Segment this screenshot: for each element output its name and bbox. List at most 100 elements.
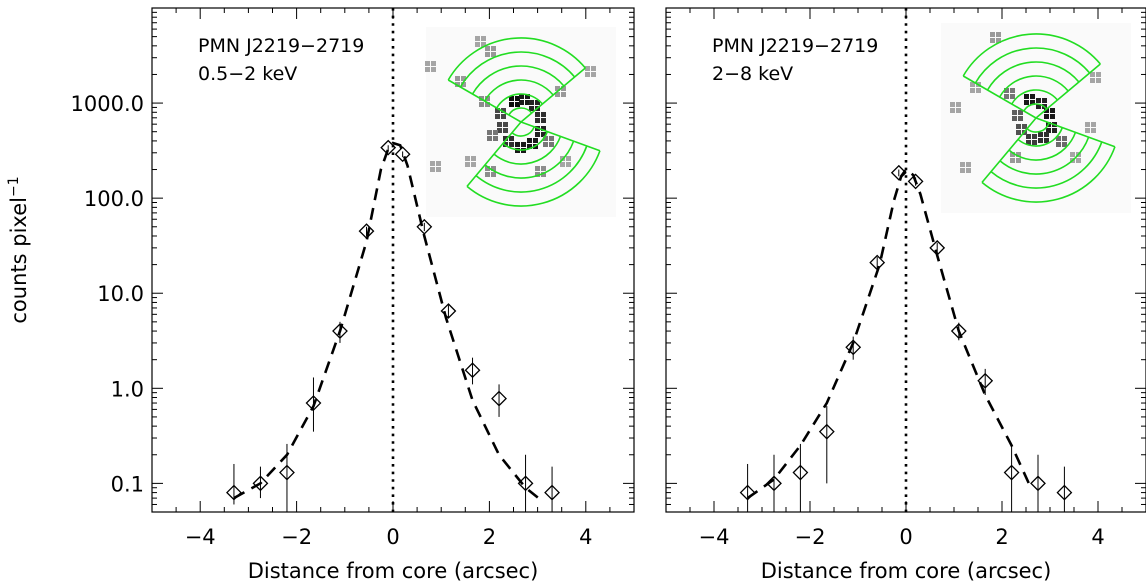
inset-pixel xyxy=(541,166,546,171)
inset-pixel xyxy=(485,96,490,101)
inset-pixel xyxy=(515,102,520,107)
inset-pixel xyxy=(497,122,502,127)
inset-pixel xyxy=(481,36,486,41)
data-point xyxy=(517,475,534,492)
inset-pixel xyxy=(535,100,540,105)
inset-pixel xyxy=(487,130,492,135)
inset-pixel xyxy=(1056,142,1061,147)
inset-pixel xyxy=(471,162,476,167)
data-point xyxy=(907,173,924,190)
data-point xyxy=(950,323,967,339)
data-point xyxy=(766,475,782,492)
inset-pixel xyxy=(950,102,955,107)
inset-pixel xyxy=(503,128,508,133)
inset-pixel xyxy=(543,136,548,141)
annotation-line: PMN J2219−2719 xyxy=(712,35,878,57)
data-point xyxy=(977,372,994,389)
inset-arc xyxy=(508,107,533,116)
inset-arc xyxy=(1017,127,1064,147)
inset-pixel xyxy=(561,92,566,97)
inset-pixel xyxy=(1018,110,1023,115)
data-point xyxy=(252,475,269,492)
inset-pixel xyxy=(519,94,524,99)
inset-pixel xyxy=(1044,108,1049,113)
inset-pixel xyxy=(1010,88,1015,93)
inset-arc xyxy=(1008,132,1077,161)
inset-pixel xyxy=(521,142,526,147)
inset-arc xyxy=(466,150,601,207)
inset-pixel xyxy=(535,112,540,117)
inset-arc xyxy=(502,131,549,151)
inset-pixel xyxy=(1052,128,1057,133)
inset-pixel xyxy=(436,161,441,166)
inset-pixel xyxy=(543,142,548,147)
inset-pixel xyxy=(566,156,571,161)
inset-pixel xyxy=(1026,134,1031,139)
inset-pixel xyxy=(966,168,971,173)
inset-pixel xyxy=(509,136,514,141)
model-curve xyxy=(233,141,544,503)
inset-pixel xyxy=(501,114,506,119)
inset-pixel xyxy=(1096,78,1101,83)
inset-wedge-edge xyxy=(520,121,601,152)
inset-pixel xyxy=(1004,94,1009,99)
panel-soft-band: −4 −2 0 2 4 Distance from core (arcsec) 0.1 1.0… xyxy=(71,7,635,583)
inset-wedge-edge xyxy=(466,121,522,187)
data-point xyxy=(416,218,433,235)
inset-pixel xyxy=(493,130,498,135)
inset-pixel xyxy=(1026,140,1031,145)
inset-pixel xyxy=(950,108,955,113)
inset-pixel xyxy=(1010,94,1015,99)
data-point xyxy=(394,146,411,163)
inset-arc xyxy=(1026,122,1050,133)
inset-arc xyxy=(998,75,1069,98)
inset-arc xyxy=(981,146,1116,203)
inset-pixel xyxy=(436,167,441,172)
inset-pixel xyxy=(509,102,514,107)
inset-pixel xyxy=(960,162,965,167)
model-curve xyxy=(746,167,1032,500)
inset-pixel xyxy=(976,88,981,93)
x-tick-label: 2 xyxy=(483,525,496,549)
inset-pixel xyxy=(535,132,540,137)
data-point xyxy=(818,423,835,440)
inset-pixel xyxy=(1042,98,1047,103)
inset-arc xyxy=(496,93,544,109)
inset-pixel xyxy=(430,167,435,172)
inset-pixel xyxy=(491,46,496,51)
annotation-line: PMN J2219−2719 xyxy=(198,35,364,57)
y-axis-label: counts pixel−1 xyxy=(6,176,31,323)
data-point xyxy=(305,395,322,411)
inset-pixel xyxy=(1030,94,1035,99)
inset-image xyxy=(425,27,616,217)
inset-pixel xyxy=(1038,132,1043,137)
inset-pixel xyxy=(431,61,436,66)
inset-pixel xyxy=(591,66,596,71)
inset-pixel xyxy=(996,32,1001,37)
inset-arc xyxy=(962,33,1101,77)
inset-pixel xyxy=(1024,100,1029,105)
data-point xyxy=(226,484,242,501)
inset-arc xyxy=(990,141,1103,189)
inset-pixel xyxy=(1090,78,1095,83)
data-point xyxy=(1003,464,1020,481)
y-tick-label: 1.0 xyxy=(111,377,144,401)
inset-pixel xyxy=(525,100,530,105)
x-tick-label: 4 xyxy=(579,525,592,549)
inset-pixel xyxy=(475,42,480,47)
data-point xyxy=(1056,484,1073,501)
inset-pixel xyxy=(535,172,540,177)
inset-pixel xyxy=(471,156,476,161)
inset-pixel xyxy=(509,96,514,101)
inset-pixel xyxy=(487,136,492,141)
inset-pixel xyxy=(1036,98,1041,103)
inset-pixel xyxy=(1044,138,1049,143)
inset-arc xyxy=(447,37,586,81)
x-tick-label: 0 xyxy=(386,525,399,549)
inset-wedge-edge xyxy=(1035,63,1101,119)
data-point xyxy=(491,390,507,407)
y-tick-label: 100.0 xyxy=(84,187,144,211)
inset-pixel xyxy=(503,136,508,141)
data-point xyxy=(440,303,457,319)
